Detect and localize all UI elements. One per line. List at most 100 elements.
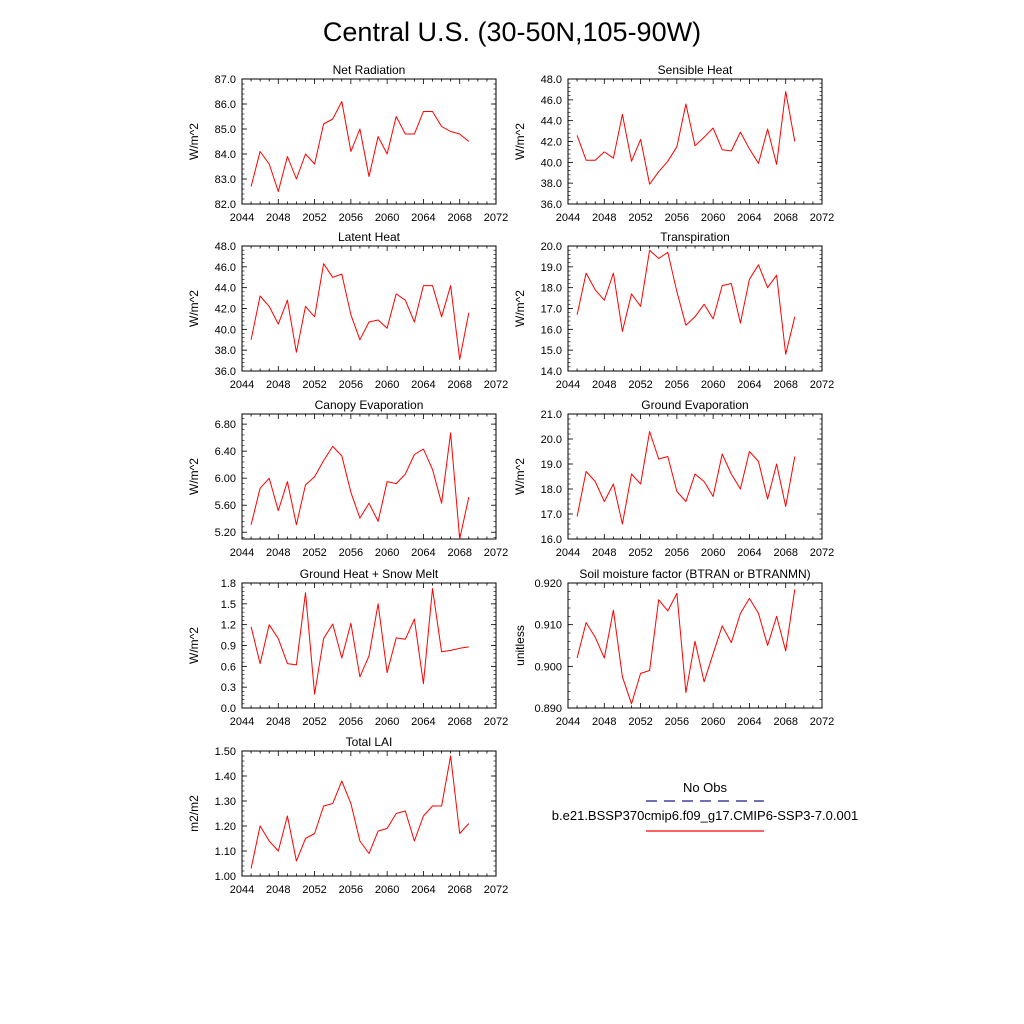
plot-frame <box>567 245 823 372</box>
x-tick-label: 2072 <box>810 547 834 559</box>
y-tick-label: 82.0 <box>215 199 236 211</box>
y-tick-label: 0.6 <box>221 661 236 673</box>
x-tick-label: 2068 <box>447 716 471 728</box>
y-tick-label: 0.3 <box>221 682 236 694</box>
y-axis-label: W/m^2 <box>513 458 527 495</box>
panel-title: Canopy Evaporation <box>315 398 424 412</box>
x-tick-label: 2072 <box>484 547 508 559</box>
y-tick-label: 0.9 <box>221 641 236 653</box>
y-tick-label: 0.910 <box>534 620 562 632</box>
series-line <box>250 263 470 360</box>
x-tick-label: 2056 <box>339 547 363 559</box>
y-tick-label: 44.0 <box>215 283 236 295</box>
y-tick-label: 36.0 <box>215 366 236 378</box>
x-tick-label: 2068 <box>447 884 471 896</box>
x-tick-label: 2056 <box>665 212 689 224</box>
x-tick-label: 2052 <box>628 212 652 224</box>
y-tick-label: 40.0 <box>215 324 236 336</box>
y-tick-label: 21.0 <box>541 409 562 421</box>
series-line <box>576 431 796 525</box>
y-tick-label: 17.0 <box>541 304 562 316</box>
y-tick-label: 40.0 <box>541 157 562 169</box>
panel-title: Latent Heat <box>338 230 401 244</box>
x-tick-label: 2056 <box>665 547 689 559</box>
x-tick-label: 2048 <box>592 547 616 559</box>
y-tick-label: 1.8 <box>221 578 236 590</box>
x-tick-label: 2072 <box>810 379 834 391</box>
y-tick-label: 42.0 <box>541 137 562 149</box>
y-tick-label: 6.40 <box>215 446 236 458</box>
x-tick-label: 2044 <box>556 547 580 559</box>
y-tick-label: 44.0 <box>541 116 562 128</box>
panel-title: Net Radiation <box>333 63 406 77</box>
y-tick-label: 1.2 <box>221 620 236 632</box>
y-tick-label: 0.890 <box>534 703 562 715</box>
panel-latent-heat: Latent Heat W/m^2 2044 2048 2052 2056 2060 2064… <box>187 230 508 391</box>
x-tick-label: 2048 <box>266 379 290 391</box>
x-tick-label: 2068 <box>447 547 471 559</box>
x-tick-label: 2056 <box>339 884 363 896</box>
x-tick-label: 2048 <box>266 884 290 896</box>
series-line <box>250 755 470 869</box>
x-tick-label: 2072 <box>484 716 508 728</box>
y-tick-label: 15.0 <box>541 345 562 357</box>
y-tick-label: 19.0 <box>541 262 562 274</box>
plot-frame <box>567 413 823 540</box>
y-tick-label: 6.00 <box>215 473 236 485</box>
y-tick-label: 0.0 <box>221 703 236 715</box>
x-tick-label: 2052 <box>302 379 326 391</box>
panel-title: Ground Evaporation <box>641 398 748 412</box>
y-tick-label: 1.5 <box>221 599 236 611</box>
x-tick-label: 2060 <box>701 547 725 559</box>
y-axis-label: W/m^2 <box>513 123 527 160</box>
y-tick-label: 86.0 <box>215 99 236 111</box>
y-tick-label: 0.920 <box>534 578 562 590</box>
x-tick-label: 2044 <box>230 547 254 559</box>
y-tick-label: 16.0 <box>541 324 562 336</box>
x-tick-label: 2064 <box>737 547 761 559</box>
x-tick-label: 2072 <box>810 212 834 224</box>
y-tick-label: 5.20 <box>215 527 236 539</box>
x-tick-label: 2056 <box>339 716 363 728</box>
y-tick-label: 18.0 <box>541 283 562 295</box>
x-tick-label: 2068 <box>773 212 797 224</box>
x-tick-label: 2044 <box>230 884 254 896</box>
x-tick-label: 2064 <box>411 884 435 896</box>
series-line <box>576 91 796 185</box>
x-tick-label: 2044 <box>230 212 254 224</box>
panel-title: Total LAI <box>346 735 393 749</box>
x-tick-label: 2068 <box>773 547 797 559</box>
x-tick-label: 2048 <box>266 716 290 728</box>
x-tick-label: 2048 <box>266 547 290 559</box>
panel-soil-moisture-factor-btran-or-btranmn: Soil moisture factor (BTRAN or BTRANMN) u… <box>513 567 834 728</box>
y-tick-label: 1.50 <box>215 746 236 758</box>
x-tick-label: 2056 <box>339 379 363 391</box>
x-tick-label: 2044 <box>556 716 580 728</box>
x-tick-label: 2060 <box>375 379 399 391</box>
x-tick-label: 2052 <box>302 547 326 559</box>
y-tick-label: 46.0 <box>541 95 562 107</box>
y-tick-label: 19.0 <box>541 459 562 471</box>
y-axis-label: W/m^2 <box>513 290 527 327</box>
x-tick-label: 2052 <box>302 716 326 728</box>
y-tick-label: 17.0 <box>541 509 562 521</box>
y-axis-label: W/m^2 <box>187 123 201 160</box>
y-tick-label: 20.0 <box>541 434 562 446</box>
y-tick-label: 1.00 <box>215 871 236 883</box>
x-tick-label: 2048 <box>592 716 616 728</box>
chart-panels: Net Radiation W/m^2 2044 2048 2052 2056 2060 20… <box>187 63 834 896</box>
y-tick-label: 6.80 <box>215 419 236 431</box>
panel-ground-heat-snow-melt: Ground Heat + Snow Melt W/m^2 2044 2048 2052… <box>187 567 508 728</box>
x-tick-label: 2044 <box>230 379 254 391</box>
x-tick-label: 2052 <box>628 547 652 559</box>
x-tick-label: 2052 <box>628 379 652 391</box>
panel-canopy-evaporation: Canopy Evaporation W/m^2 2044 2048 2052 2056 2… <box>187 398 508 559</box>
x-tick-label: 2068 <box>447 212 471 224</box>
series-line <box>576 589 796 705</box>
y-tick-label: 46.0 <box>215 262 236 274</box>
y-tick-label: 18.0 <box>541 484 562 496</box>
x-tick-label: 2060 <box>375 547 399 559</box>
y-axis-label: m2/m2 <box>187 795 201 832</box>
panel-ground-evaporation: Ground Evaporation W/m^2 2044 2048 2052 2056 2… <box>513 398 834 559</box>
